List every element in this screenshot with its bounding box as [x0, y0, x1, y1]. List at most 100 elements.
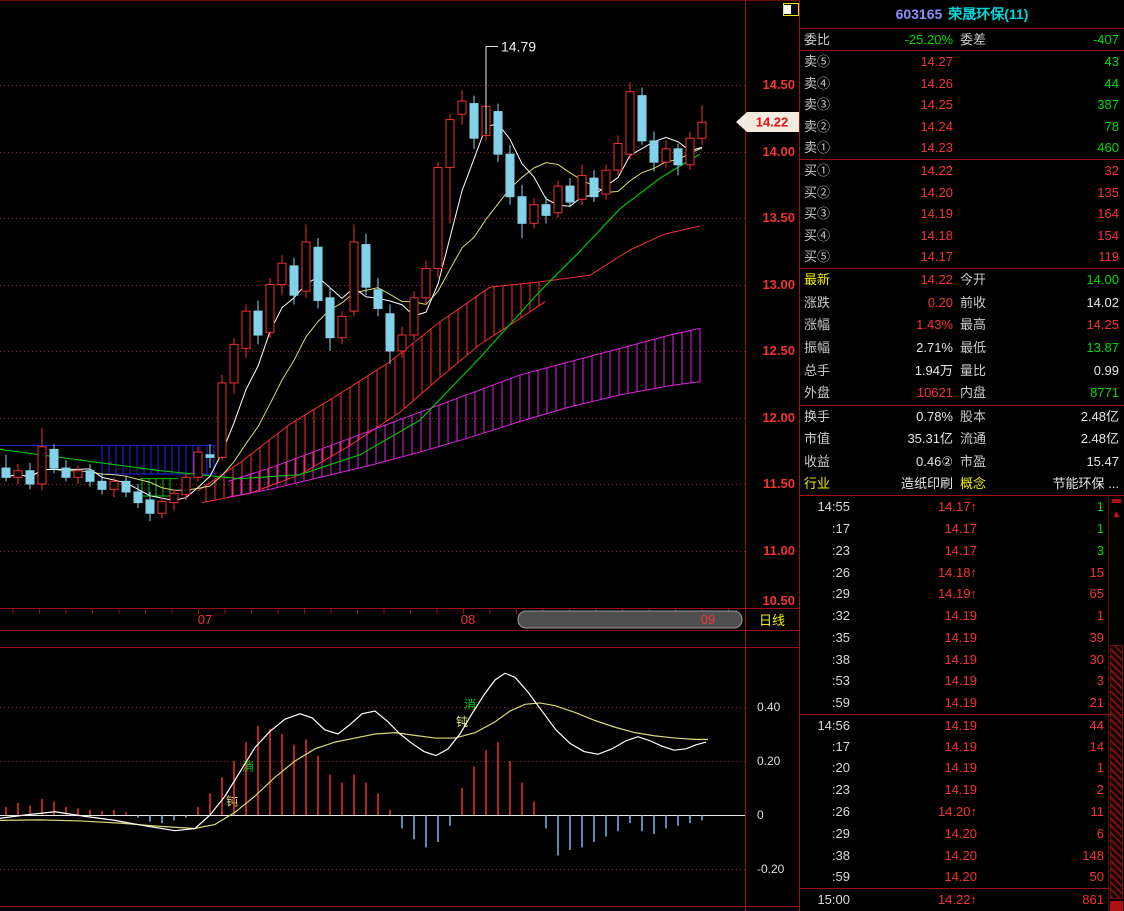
candle-up: [445, 119, 455, 168]
order-price[interactable]: 14.19: [920, 206, 953, 222]
ma-green-line: [0, 153, 701, 480]
macd-signal-marker: 消: [464, 697, 476, 711]
tick-time: :26: [831, 803, 850, 819]
indicator-bands: [0, 225, 701, 504]
tick-price: 14.20↑: [937, 803, 977, 819]
dif-line: [0, 672, 707, 832]
tick-price: 14.19: [944, 673, 977, 689]
order-level-label: 卖⑤: [804, 54, 831, 69]
buy-order-row[interactable]: 买④ 14.18 154: [800, 225, 1124, 247]
order-price[interactable]: 14.22: [920, 162, 953, 178]
tick-trade-list: 14:55 14.17↑ 1:17 14.17 1:23 14.17 3:26 14.18↑ 1…: [800, 496, 1124, 910]
scrollbar-bottom-icon[interactable]: [1110, 901, 1123, 911]
stat-label: 涨幅: [804, 317, 831, 333]
order-qty: 135: [1097, 184, 1119, 200]
quote-stat-row: 收益 0.46② 市盈 15.47: [800, 451, 1124, 473]
tick-qty: 1: [1096, 760, 1104, 776]
stat-label: 总手: [804, 362, 831, 378]
order-price[interactable]: 14.26: [920, 75, 953, 91]
price-axis-label: 12.00: [762, 410, 795, 425]
sell-order-row[interactable]: 卖④ 14.26 44: [800, 73, 1124, 95]
order-price[interactable]: 14.20: [920, 184, 953, 200]
tick-time: :17: [831, 738, 850, 754]
tick-time: :17: [831, 521, 850, 537]
current-price-tag: 14.22: [736, 112, 799, 132]
sell-order-row[interactable]: 卖⑤ 14.27 43: [800, 51, 1124, 73]
stat-value: 造纸印刷: [900, 475, 953, 491]
candle-up: [457, 100, 467, 115]
candle-down: [253, 310, 263, 336]
period-label[interactable]: 日线: [759, 613, 785, 628]
tick-qty: 30: [1089, 651, 1104, 667]
sell-order-row[interactable]: 卖② 14.24 78: [800, 116, 1124, 138]
order-price[interactable]: 14.25: [920, 97, 953, 113]
order-price[interactable]: 14.23: [920, 140, 953, 156]
scrollbar-top-icon[interactable]: [1112, 499, 1121, 503]
tick-row: :26 14.20↑ 11: [800, 801, 1124, 823]
sell-order-row[interactable]: 卖① 14.23 460: [800, 137, 1124, 159]
scroll-up-arrow-icon[interactable]: ▲: [1111, 509, 1122, 520]
tick-time: :32: [831, 608, 850, 624]
candle-down: [469, 103, 479, 139]
price-axis-label: 13.00: [762, 277, 795, 292]
candle-down: [373, 289, 383, 309]
ma10-yellow-line: [5, 147, 703, 491]
candle-up: [337, 315, 347, 339]
tick-qty: 39: [1089, 629, 1104, 645]
order-price[interactable]: 14.17: [920, 249, 953, 265]
candle-down: [121, 480, 131, 493]
tick-time: :59: [831, 869, 850, 885]
order-level-label: 买⑤: [804, 249, 831, 265]
candle-down: [649, 140, 659, 163]
stat-label: 涨跌: [804, 294, 831, 310]
order-qty: 154: [1097, 227, 1119, 243]
tick-price: 14.20: [944, 847, 977, 863]
candle-up: [193, 451, 203, 478]
tick-row: :38 14.19 30: [800, 649, 1124, 671]
order-price[interactable]: 14.24: [920, 118, 953, 134]
macd-signal-marker: 钝: [456, 715, 468, 729]
candle-up: [265, 284, 275, 333]
candle-down: [61, 467, 71, 478]
buy-order-row[interactable]: 买① 14.22 32: [800, 160, 1124, 182]
buy-order-row[interactable]: 买⑤ 14.17 119: [800, 246, 1124, 268]
quote-stats-extra: 换手 0.78% 股本 2.48亿 市值 35.31亿 流通 2.48亿 收益 0.46② 市盈 15…: [800, 406, 1124, 497]
tick-price: 14.19: [944, 782, 977, 798]
candle-up: [553, 185, 563, 214]
price-axis-label: 12.50: [762, 343, 795, 358]
tick-qty: 21: [1089, 695, 1104, 711]
sell-order-row[interactable]: 卖③ 14.25 387: [800, 94, 1124, 116]
buy-order-row[interactable]: 买② 14.20 135: [800, 182, 1124, 204]
time-scrollbar-thumb[interactable]: [517, 610, 743, 629]
stat-label: 换手: [804, 409, 831, 425]
order-level-label: 买④: [804, 227, 831, 243]
restore-window-icon[interactable]: [783, 3, 799, 16]
buy-order-row[interactable]: 买③ 14.19 164: [800, 203, 1124, 225]
tick-list-scrollbar[interactable]: ▲: [1108, 497, 1124, 911]
price-axis-label: 10.50: [762, 593, 795, 608]
stat-label: 量比: [960, 362, 987, 378]
tick-row: :59 14.20 50: [800, 866, 1124, 888]
order-price[interactable]: 14.18: [920, 227, 953, 243]
stat-value: 14.22: [920, 271, 953, 287]
tick-qty: 3: [1096, 673, 1104, 689]
stat-value: 1.94万: [914, 362, 953, 378]
candle-up: [349, 241, 359, 312]
tick-time: :53: [831, 673, 850, 689]
order-qty: 78: [1104, 118, 1119, 134]
kline-chart-canvas[interactable]: 14.50 14.00 13.50 13.00 12.50 12.00 11.50 11.00…: [0, 0, 800, 911]
tick-time: 14:56: [817, 717, 850, 733]
buy-order-book: 买① 14.22 32 买② 14.20 135 买③ 14.19 164 买④ 14.18 154 买…: [800, 160, 1124, 269]
candle-up: [277, 262, 287, 286]
candle-up: [409, 297, 419, 336]
scrollbar-thumb[interactable]: [1110, 645, 1123, 899]
candle-up: [229, 343, 239, 384]
order-qty: 119: [1098, 249, 1119, 265]
candle-down: [145, 499, 155, 514]
order-price[interactable]: 14.27: [920, 54, 953, 69]
tick-price: 14.20: [944, 825, 977, 841]
tick-price: 14.22↑: [937, 892, 977, 908]
order-level-label: 买③: [804, 206, 831, 222]
candle-down: [1, 467, 11, 478]
quote-stat-row: 涨跌 0.20 前收 14.02: [800, 292, 1124, 315]
